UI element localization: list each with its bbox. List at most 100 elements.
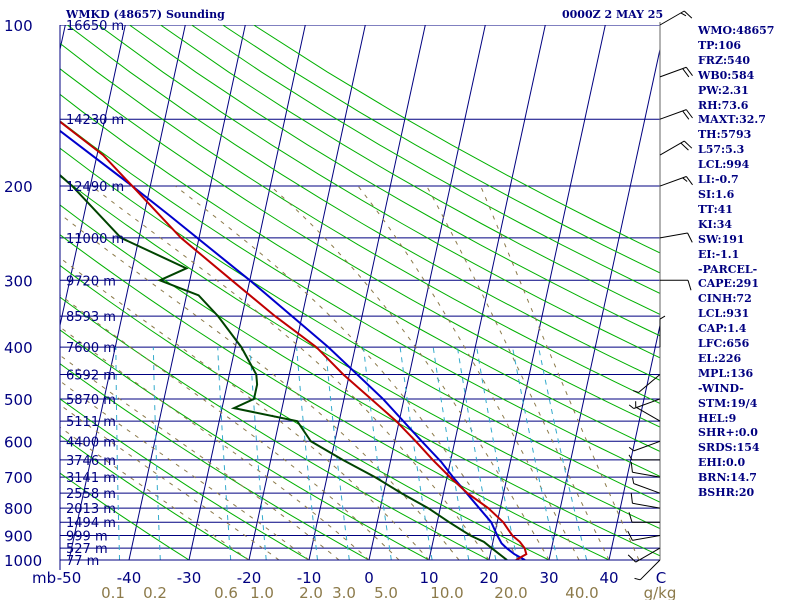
wind-barb-flag [635, 578, 641, 579]
wind-barb-flag [628, 555, 636, 562]
wind-barb [629, 399, 660, 409]
wind-barb-staff [632, 503, 660, 508]
mixing-ratio-tick-label: 20.0 [494, 584, 527, 600]
wind-barb-staff [660, 11, 684, 25]
mixing-ratio-tick-label: 2.0 [299, 584, 323, 600]
isotherm-line [369, 25, 485, 560]
stability-index: STM:19/4 [698, 397, 774, 412]
moist-adiabat-line [0, 186, 429, 560]
wind-barb-staff [660, 233, 688, 238]
wind-barb [633, 374, 660, 392]
wind-barb-flag [633, 478, 634, 484]
moist-adiabat-line [0, 186, 279, 560]
pressure-tick-label: 1000 [4, 552, 42, 570]
mixing-ratio-tick-label: 1.0 [250, 584, 274, 600]
height-label: 2013 m [66, 502, 116, 517]
mixing-ratio-line [325, 347, 349, 560]
moist-adiabat-line [0, 186, 249, 560]
height-label: 3746 m [66, 454, 116, 469]
height-label: 77 m [66, 554, 99, 569]
stability-index: TT:41 [698, 203, 774, 218]
stability-index: -WIND- [698, 382, 774, 397]
station-title: WMKD (48657) Sounding [66, 8, 225, 21]
height-label: 16650 m [66, 19, 124, 34]
mixing-ratio-tick-label: 0.1 [101, 584, 125, 600]
stability-index: KI:34 [698, 218, 774, 233]
wind-barb [660, 176, 693, 186]
mixing-ratio-line [250, 347, 266, 560]
height-label: 3141 m [66, 471, 116, 486]
height-label: 2558 m [66, 487, 116, 502]
wind-barb-flag [660, 316, 665, 319]
stability-index: LI:-0.7 [698, 173, 774, 188]
wind-barb [636, 401, 660, 421]
mixing-ratio-line [153, 347, 160, 560]
pressure-unit-label: mb [32, 569, 56, 587]
stability-index: RH:73.6 [698, 99, 774, 114]
stability-index: MAXT:32.7 [698, 113, 774, 128]
mixing-ratio-line [363, 347, 391, 560]
wind-barb-staff [660, 141, 684, 155]
wind-barb-flag [629, 405, 634, 409]
wind-barb-flag [629, 512, 632, 522]
wind-barb-staff [632, 536, 660, 541]
wind-barb-staff [639, 374, 660, 392]
wind-barb [660, 110, 693, 120]
stability-index: SRDS:154 [698, 441, 774, 456]
stability-index: EL:226 [698, 352, 774, 367]
wind-barb-flag [684, 11, 692, 18]
height-label: 12490 m [66, 180, 124, 195]
wind-barb [629, 455, 660, 460]
temperature-tick-label: 40 [599, 569, 618, 587]
stability-index: SW:191 [698, 233, 774, 248]
mixing-ratio-tick-label: 10.0 [430, 584, 463, 600]
pressure-tick-label: 500 [4, 391, 33, 409]
temperature-tick-label: -50 [57, 569, 82, 587]
pressure-tick-label: 800 [4, 500, 33, 518]
mixing-ratio-line [477, 347, 518, 560]
stability-index: -PARCEL- [698, 263, 774, 278]
stability-index: WB0:584 [698, 69, 774, 84]
height-label: 9720 m [66, 274, 116, 289]
stability-index: HEL:9 [698, 412, 774, 427]
stability-index: WMO:48657 [698, 24, 774, 39]
stability-index: EHI:0.0 [698, 456, 774, 471]
stability-index: EI:-1.1 [698, 248, 774, 263]
stability-index: TP:106 [698, 39, 774, 54]
height-label: 11000 m [66, 232, 124, 247]
wind-barb-flag [686, 176, 692, 184]
moist-adiabat-line [358, 186, 579, 560]
isotherm-line [309, 25, 425, 560]
wind-barb [660, 141, 692, 155]
mixing-ratio-tick-label: 40.0 [565, 584, 598, 600]
wind-barb [660, 67, 693, 77]
wind-barb-staff [634, 399, 660, 409]
stability-index: SHR+:0.0 [698, 426, 774, 441]
sounding-datetime: 0000Z 2 MAY 25 [562, 8, 663, 21]
stability-index: MPL:136 [698, 367, 774, 382]
dry-adiabat-line [36, 25, 800, 560]
height-label: 7600 m [66, 341, 116, 356]
stability-index: PW:2.31 [698, 84, 774, 99]
wind-barb [660, 316, 665, 347]
temperature-tick-label: -30 [177, 569, 202, 587]
isotherm-line [129, 25, 245, 560]
wind-barb-flag [688, 280, 691, 290]
wind-barb-staff [660, 176, 686, 186]
stability-index: FRZ:540 [698, 54, 774, 69]
pressure-tick-label: 300 [4, 272, 33, 290]
height-label: 5111 m [66, 415, 116, 430]
pressure-tick-label: 900 [4, 528, 33, 546]
isotherm-line [489, 25, 605, 560]
stability-index: BRN:14.7 [698, 471, 774, 486]
wind-barb-staff [660, 67, 686, 77]
stability-index: LFC:656 [698, 337, 774, 352]
pressure-tick-label: 700 [4, 469, 33, 487]
height-label: 5870 m [66, 393, 116, 408]
stability-index: CAPE:291 [698, 277, 774, 292]
stability-index: SI:1.6 [698, 188, 774, 203]
wind-barb [660, 11, 692, 25]
